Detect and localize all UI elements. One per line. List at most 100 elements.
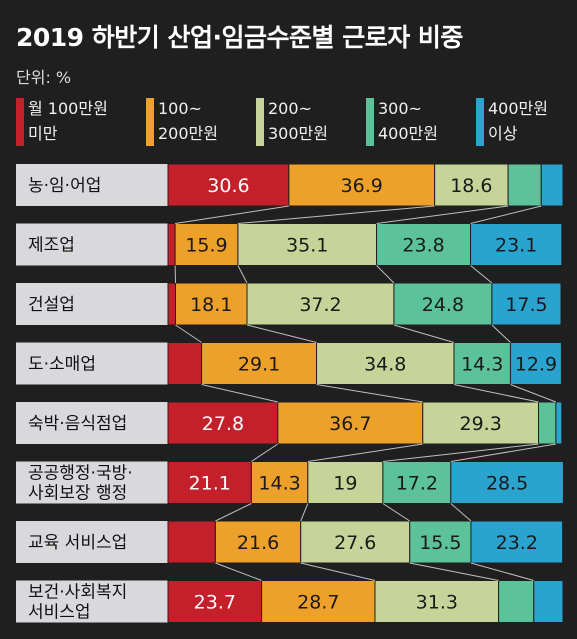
bar-segment xyxy=(533,580,564,623)
bar-segment xyxy=(300,520,411,564)
data-label: 35.1 xyxy=(286,235,328,257)
connector-line xyxy=(251,443,279,462)
connector-line xyxy=(470,205,542,224)
bar-segment xyxy=(246,282,395,326)
category-label-box xyxy=(16,521,168,563)
data-label: 15.5 xyxy=(419,532,461,554)
category-label: 도·소매업 xyxy=(28,355,96,375)
bar-row: 도·소매업 29.1 34.8 14.3 12.9 xyxy=(16,342,562,385)
data-label: 27.6 xyxy=(334,532,376,554)
legend-swatch xyxy=(16,98,24,146)
connector-line xyxy=(393,324,455,343)
bar-segment xyxy=(491,282,562,326)
data-label: 28.7 xyxy=(297,592,339,614)
legend-item-100-200: 100~ 200만원 xyxy=(146,96,251,150)
category-label-box xyxy=(16,164,168,206)
bar-segment xyxy=(167,282,177,326)
bar-segment xyxy=(453,342,511,385)
bar-segment xyxy=(470,223,563,266)
connector-line xyxy=(409,562,499,581)
data-label: 27.8 xyxy=(202,413,244,435)
category-label-box xyxy=(16,342,168,385)
category-label: 건설업 xyxy=(28,295,75,315)
bar-segment xyxy=(374,580,500,623)
bar-segment xyxy=(167,580,263,623)
data-label: 29.3 xyxy=(459,413,501,435)
data-label: 37.2 xyxy=(299,294,341,316)
unit-label: 단위: % xyxy=(16,68,72,87)
bar-segment xyxy=(175,282,248,326)
bar-segment xyxy=(201,342,318,385)
bar-segment xyxy=(277,401,424,445)
connector-line xyxy=(376,265,395,284)
bar-segment xyxy=(540,163,564,207)
data-label: 15.9 xyxy=(185,235,227,257)
category-label: 숙박·음식점업 xyxy=(28,414,127,434)
connector-line xyxy=(376,205,509,224)
connector-line xyxy=(510,384,557,403)
data-label: 23.1 xyxy=(495,235,537,257)
bar-segment xyxy=(434,163,509,207)
data-label: 12.9 xyxy=(515,354,557,376)
bar-segment xyxy=(214,520,302,564)
category-label: 보건·사회복지 서비스업 xyxy=(28,583,127,623)
bar-row: 숙박·음식점업 27.8 36.7 29.3 xyxy=(16,401,563,445)
bar-segment xyxy=(167,342,203,385)
connector-line xyxy=(237,265,248,284)
connector-line xyxy=(450,503,472,522)
legend-swatch xyxy=(476,98,484,146)
bar-segment xyxy=(250,461,309,504)
legend-swatch xyxy=(366,98,374,146)
connector-line xyxy=(450,443,556,462)
legend-item-lt100: 월 100만원 미만 xyxy=(16,96,141,150)
category-label-box xyxy=(16,283,168,325)
data-label: 18.1 xyxy=(190,294,232,316)
data-label: 23.7 xyxy=(194,592,236,614)
bar-segment xyxy=(167,520,216,564)
legend-label: 100~ 200만원 xyxy=(158,99,218,143)
category-label: 제조업 xyxy=(28,236,75,256)
bar-segment xyxy=(376,223,472,266)
bar-segment xyxy=(174,223,239,266)
data-label: 29.1 xyxy=(238,354,280,376)
data-label: 36.7 xyxy=(329,413,371,435)
bar-segment xyxy=(450,461,564,504)
bar-row: 제조업 15.9 35.1 23.8 23.1 xyxy=(16,223,563,266)
legend-swatch xyxy=(256,98,264,146)
bar-segment xyxy=(538,401,557,445)
chart-title: 2019 하반기 산업·임금수준별 근로자 비중 xyxy=(16,23,463,52)
bar-segment xyxy=(288,163,436,207)
connector-line xyxy=(453,384,539,403)
data-label: 17.5 xyxy=(505,294,547,316)
data-label: 23.8 xyxy=(402,235,444,257)
category-label-box xyxy=(16,402,168,444)
category-label: 농·임·어업 xyxy=(28,176,101,196)
connector-line xyxy=(300,562,376,581)
bar-segment xyxy=(167,163,290,207)
connector-line xyxy=(470,562,534,581)
category-label-box xyxy=(16,223,168,266)
legend-item-200-300: 200~ 300만원 xyxy=(256,96,361,150)
category-label: 공공행정·국방· 사회보장 행정 xyxy=(28,464,133,504)
data-label: 28.5 xyxy=(486,473,528,495)
data-label: 24.8 xyxy=(422,294,464,316)
connector-line xyxy=(246,324,317,343)
data-label: 31.3 xyxy=(416,592,458,614)
legend-label: 400만원 이상 xyxy=(488,99,548,143)
legend-label: 200~ 300만원 xyxy=(268,99,328,143)
bar-segment xyxy=(237,223,378,266)
bar-segment xyxy=(261,580,376,623)
data-label: 19 xyxy=(333,473,357,495)
connector-line xyxy=(382,503,411,522)
legend-item-300-400: 300~ 400만원 xyxy=(366,96,471,150)
bar-segment xyxy=(167,401,279,445)
legend-swatch xyxy=(146,98,154,146)
connector-line xyxy=(491,324,511,343)
bar-segment xyxy=(470,520,564,564)
bar-row: 보건·사회복지 서비스업 23.7 28.7 31.3 xyxy=(16,580,564,623)
connector-line xyxy=(215,503,252,522)
data-label: 21.1 xyxy=(189,473,231,495)
bar-row: 농·임·어업 30.6 36.9 18.6 xyxy=(16,163,564,207)
